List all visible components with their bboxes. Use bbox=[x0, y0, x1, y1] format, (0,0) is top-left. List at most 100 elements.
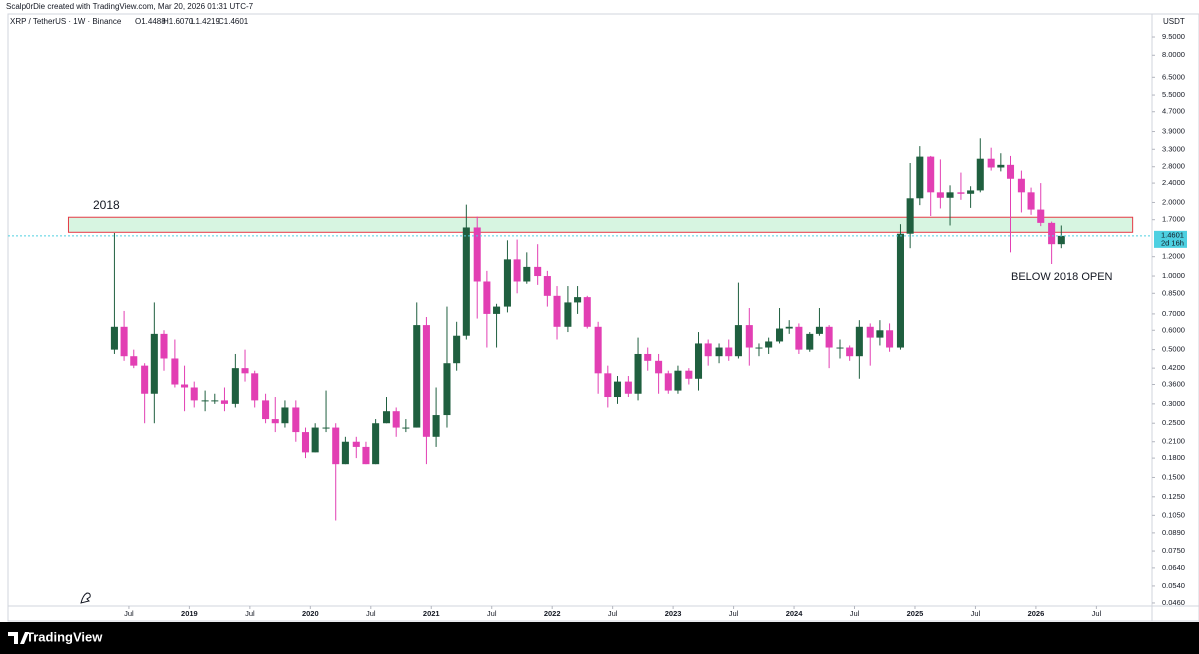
candle-body bbox=[604, 373, 612, 398]
y-tick-label: 0.3000 bbox=[1162, 399, 1185, 408]
candle-body bbox=[190, 387, 198, 401]
candle-body bbox=[734, 325, 742, 357]
candle-body bbox=[413, 325, 421, 428]
candle-body bbox=[685, 370, 693, 379]
candle-body bbox=[262, 400, 270, 420]
y-tick-label: 0.3600 bbox=[1162, 379, 1185, 388]
countdown: 2d 16h bbox=[1161, 238, 1184, 247]
candle-body bbox=[1006, 164, 1015, 179]
candle-body bbox=[745, 325, 753, 348]
candle-body bbox=[916, 156, 924, 199]
candle-body bbox=[372, 423, 380, 465]
y-tick-label: 2.4000 bbox=[1162, 178, 1185, 187]
candle-body bbox=[896, 233, 904, 348]
x-tick-label: Jul bbox=[245, 609, 255, 618]
last-price-label: 1.4601 bbox=[1161, 230, 1184, 239]
candle-body bbox=[311, 427, 319, 453]
candle-body bbox=[876, 330, 884, 338]
candle-body bbox=[836, 347, 844, 349]
x-tick-label: 2022 bbox=[544, 609, 561, 618]
candle-body bbox=[220, 400, 228, 404]
candle-body bbox=[694, 343, 703, 379]
candle-body bbox=[231, 368, 239, 404]
x-tick-label: 2019 bbox=[181, 609, 198, 618]
legend-symbol: XRP / TetherUS · 1W · Binance bbox=[10, 17, 122, 26]
candle-body bbox=[906, 198, 914, 234]
candle-body bbox=[1057, 235, 1065, 245]
candle-body bbox=[201, 400, 209, 402]
x-tick-label: 2026 bbox=[1028, 609, 1045, 618]
candle-body bbox=[594, 326, 602, 374]
candle-body bbox=[301, 432, 310, 453]
x-tick-label: 2021 bbox=[423, 609, 440, 618]
candle-body bbox=[171, 358, 179, 385]
y-tick-label: 0.7000 bbox=[1162, 309, 1185, 318]
candle-body bbox=[866, 326, 874, 338]
y-tick-label: 0.8500 bbox=[1162, 288, 1185, 297]
candle-body bbox=[422, 325, 430, 437]
x-tick-label: Jul bbox=[1092, 609, 1102, 618]
candle-body bbox=[432, 415, 440, 437]
candle-body bbox=[534, 266, 542, 277]
candle-body bbox=[886, 330, 894, 348]
candle-body bbox=[332, 427, 340, 465]
y-tick-label: 0.0640 bbox=[1162, 563, 1185, 572]
candle-body bbox=[655, 360, 663, 374]
candle-body bbox=[795, 326, 803, 350]
candle-body bbox=[443, 363, 451, 416]
y-tick-label: 3.3000 bbox=[1162, 144, 1185, 153]
brand: TradingView bbox=[26, 629, 103, 644]
candle-body bbox=[674, 370, 682, 391]
x-tick-label: Jul bbox=[850, 609, 860, 618]
legend-open: O1.4488 bbox=[135, 17, 166, 26]
candle-body bbox=[523, 266, 531, 282]
candle-body bbox=[997, 164, 1005, 168]
y-tick-label: 1.2000 bbox=[1162, 252, 1185, 261]
candle-body bbox=[855, 326, 863, 357]
candle-body bbox=[341, 441, 349, 465]
credit: Scalp0rDie created with TradingView.com,… bbox=[6, 2, 254, 11]
candle-body bbox=[392, 411, 400, 428]
x-tick-label: 2020 bbox=[302, 609, 319, 618]
y-tick-label: 0.0540 bbox=[1162, 581, 1185, 590]
draw-icon[interactable] bbox=[80, 592, 91, 604]
y-tick-label: 4.7000 bbox=[1162, 107, 1185, 116]
candle-body bbox=[957, 192, 965, 194]
legend-high: H1.6070 bbox=[163, 17, 194, 26]
candle-body bbox=[1037, 209, 1045, 223]
candle-body bbox=[150, 333, 158, 394]
y-tick-label: 2.0000 bbox=[1162, 197, 1185, 206]
candle-body bbox=[130, 356, 138, 366]
candle-body bbox=[241, 368, 249, 374]
x-tick-label: Jul bbox=[487, 609, 497, 618]
y-tick-label: 0.0890 bbox=[1162, 528, 1185, 537]
candle-body bbox=[715, 347, 723, 357]
y-tick-label: 1.7000 bbox=[1162, 215, 1185, 224]
candle-body bbox=[160, 333, 168, 359]
candle-body bbox=[765, 341, 773, 348]
candle-body bbox=[473, 227, 481, 282]
candle-body bbox=[936, 192, 944, 198]
candle-body bbox=[967, 190, 975, 194]
y-tick-label: 0.1500 bbox=[1162, 472, 1185, 481]
candle-body bbox=[725, 347, 733, 357]
y-tick-label: 0.1800 bbox=[1162, 453, 1185, 462]
last-price-box bbox=[1154, 230, 1187, 248]
candle-body bbox=[251, 373, 259, 401]
candle-body bbox=[564, 302, 572, 327]
candle-body bbox=[825, 326, 833, 348]
candle-body bbox=[1017, 178, 1025, 193]
candle-body bbox=[806, 333, 814, 350]
candle-body bbox=[493, 306, 501, 314]
candle-body bbox=[543, 276, 551, 296]
x-tick-label: 2023 bbox=[665, 609, 682, 618]
candle-body bbox=[583, 297, 591, 327]
candle-body bbox=[946, 192, 954, 198]
y-tick-label: 1.0000 bbox=[1162, 271, 1185, 280]
candle-body bbox=[976, 158, 984, 191]
candle-body bbox=[120, 326, 128, 357]
candle-body bbox=[211, 400, 219, 402]
candle-body bbox=[141, 365, 149, 394]
annotation: BELOW 2018 OPEN bbox=[1011, 271, 1113, 283]
